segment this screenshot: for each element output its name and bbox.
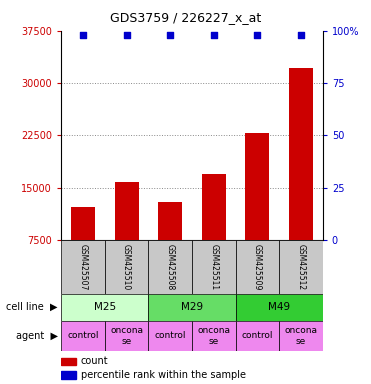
Text: GSM425507: GSM425507	[79, 244, 88, 290]
Text: count: count	[81, 356, 108, 366]
Bar	[148, 321, 192, 351]
Bar	[71, 207, 95, 240]
Point	[124, 32, 129, 38]
Bar	[61, 371, 76, 379]
Bar	[61, 358, 76, 365]
Bar	[61, 321, 105, 351]
Bar	[245, 133, 269, 240]
Text: GSM425509: GSM425509	[253, 244, 262, 290]
Bar	[202, 174, 226, 240]
Bar	[61, 294, 148, 321]
Text: control: control	[154, 331, 186, 341]
Point	[255, 32, 260, 38]
Text: control: control	[67, 331, 99, 341]
Text: GSM425512: GSM425512	[296, 244, 305, 290]
Bar	[192, 240, 236, 294]
Text: oncona
se: oncona se	[197, 326, 230, 346]
Text: percentile rank within the sample: percentile rank within the sample	[81, 370, 246, 380]
Text: GSM425511: GSM425511	[209, 244, 218, 290]
Text: oncona
se: oncona se	[110, 326, 143, 346]
Bar	[148, 294, 236, 321]
Bar	[158, 202, 182, 240]
Bar	[192, 321, 236, 351]
Text: agent  ▶: agent ▶	[16, 331, 58, 341]
Text: GSM425510: GSM425510	[122, 244, 131, 290]
Point	[167, 32, 173, 38]
Bar	[115, 182, 139, 240]
Point	[211, 32, 217, 38]
Bar	[148, 240, 192, 294]
Text: oncona
se: oncona se	[285, 326, 318, 346]
Bar	[61, 240, 105, 294]
Text: GSM425508: GSM425508	[166, 244, 175, 290]
Text: M49: M49	[268, 302, 290, 312]
Bar	[236, 240, 279, 294]
Bar	[105, 240, 148, 294]
Point	[298, 32, 304, 38]
Text: M25: M25	[94, 302, 116, 312]
Bar	[279, 240, 323, 294]
Bar	[105, 321, 148, 351]
Bar	[236, 321, 279, 351]
Bar	[289, 68, 313, 240]
Bar	[236, 294, 323, 321]
Bar	[279, 321, 323, 351]
Text: cell line  ▶: cell line ▶	[6, 302, 58, 312]
Text: GDS3759 / 226227_x_at: GDS3759 / 226227_x_at	[110, 11, 261, 24]
Text: control: control	[242, 331, 273, 341]
Point	[80, 32, 86, 38]
Text: M29: M29	[181, 302, 203, 312]
